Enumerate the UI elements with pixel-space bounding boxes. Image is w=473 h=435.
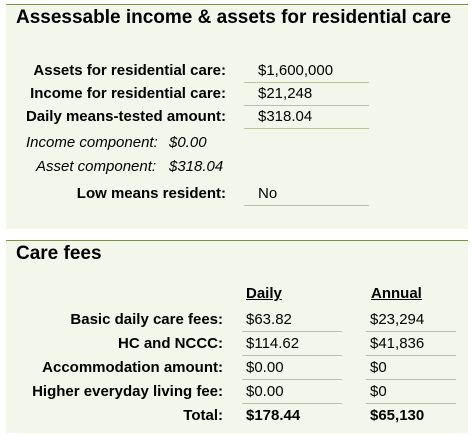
low-means-divider bbox=[244, 205, 369, 206]
fee-row-daily: $63.82 bbox=[246, 311, 292, 328]
care-fees-header: Care fees bbox=[6, 240, 468, 264]
total-label: Total: bbox=[183, 407, 223, 424]
fee-row-divider bbox=[366, 379, 456, 380]
income-component-label: Income component: bbox=[26, 134, 158, 151]
fee-row-label: Higher everyday living fee: bbox=[32, 383, 223, 400]
fee-row-divider bbox=[366, 331, 456, 332]
fee-row-divider bbox=[366, 355, 456, 356]
assessable-income-title: Assessable income & assets for residenti… bbox=[16, 7, 452, 28]
fee-row-divider bbox=[242, 355, 342, 356]
income-component-value: $0.00 bbox=[169, 134, 207, 151]
daily-means-tested-label: Daily means-tested amount: bbox=[25, 108, 226, 125]
care-fees-panel: Care fees Daily Annual Basic daily care … bbox=[6, 240, 468, 433]
fee-row-annual: $0 bbox=[370, 383, 387, 400]
income-label: Income for residential care: bbox=[30, 85, 226, 102]
fee-row-annual: $41,836 bbox=[370, 335, 425, 352]
asset-component-label: Asset component: bbox=[36, 158, 157, 175]
fee-row-annual: $23,294 bbox=[370, 311, 425, 328]
assets-label: Assets for residential care: bbox=[33, 62, 226, 79]
income-divider bbox=[244, 105, 369, 106]
fee-row-daily: $114.62 bbox=[246, 335, 300, 352]
low-means-value: No bbox=[258, 185, 278, 202]
fee-row-label: Basic daily care fees: bbox=[70, 311, 223, 328]
fee-row-daily: $0.00 bbox=[246, 359, 284, 376]
fee-row-divider bbox=[242, 379, 342, 380]
fee-row-label: Accommodation amount: bbox=[42, 359, 223, 376]
daily-column-header: Daily bbox=[246, 285, 282, 302]
fee-row-divider bbox=[242, 403, 342, 404]
income-value: $21,248 bbox=[258, 85, 313, 102]
assets-value: $1,600,000 bbox=[258, 62, 334, 79]
care-fees-title: Care fees bbox=[16, 243, 102, 264]
fee-row-daily: $0.00 bbox=[246, 383, 284, 400]
assessable-income-header: Assessable income & assets for residenti… bbox=[6, 4, 468, 28]
asset-component-value: $318.04 bbox=[169, 158, 224, 175]
daily-means-tested-value: $318.04 bbox=[258, 108, 313, 125]
assets-divider bbox=[244, 82, 369, 83]
dmta-divider bbox=[244, 128, 369, 129]
assessable-income-panel: Assessable income & assets for residenti… bbox=[6, 4, 468, 229]
annual-column-header: Annual bbox=[371, 285, 422, 302]
fee-row-divider bbox=[242, 331, 342, 332]
total-daily: $178.44 bbox=[246, 407, 301, 424]
fee-row-annual: $0 bbox=[370, 359, 387, 376]
low-means-label: Low means resident: bbox=[76, 185, 226, 202]
fee-row-divider bbox=[366, 403, 456, 404]
total-annual: $65,130 bbox=[370, 407, 425, 424]
fee-row-label: HC and NCCC: bbox=[118, 335, 223, 352]
